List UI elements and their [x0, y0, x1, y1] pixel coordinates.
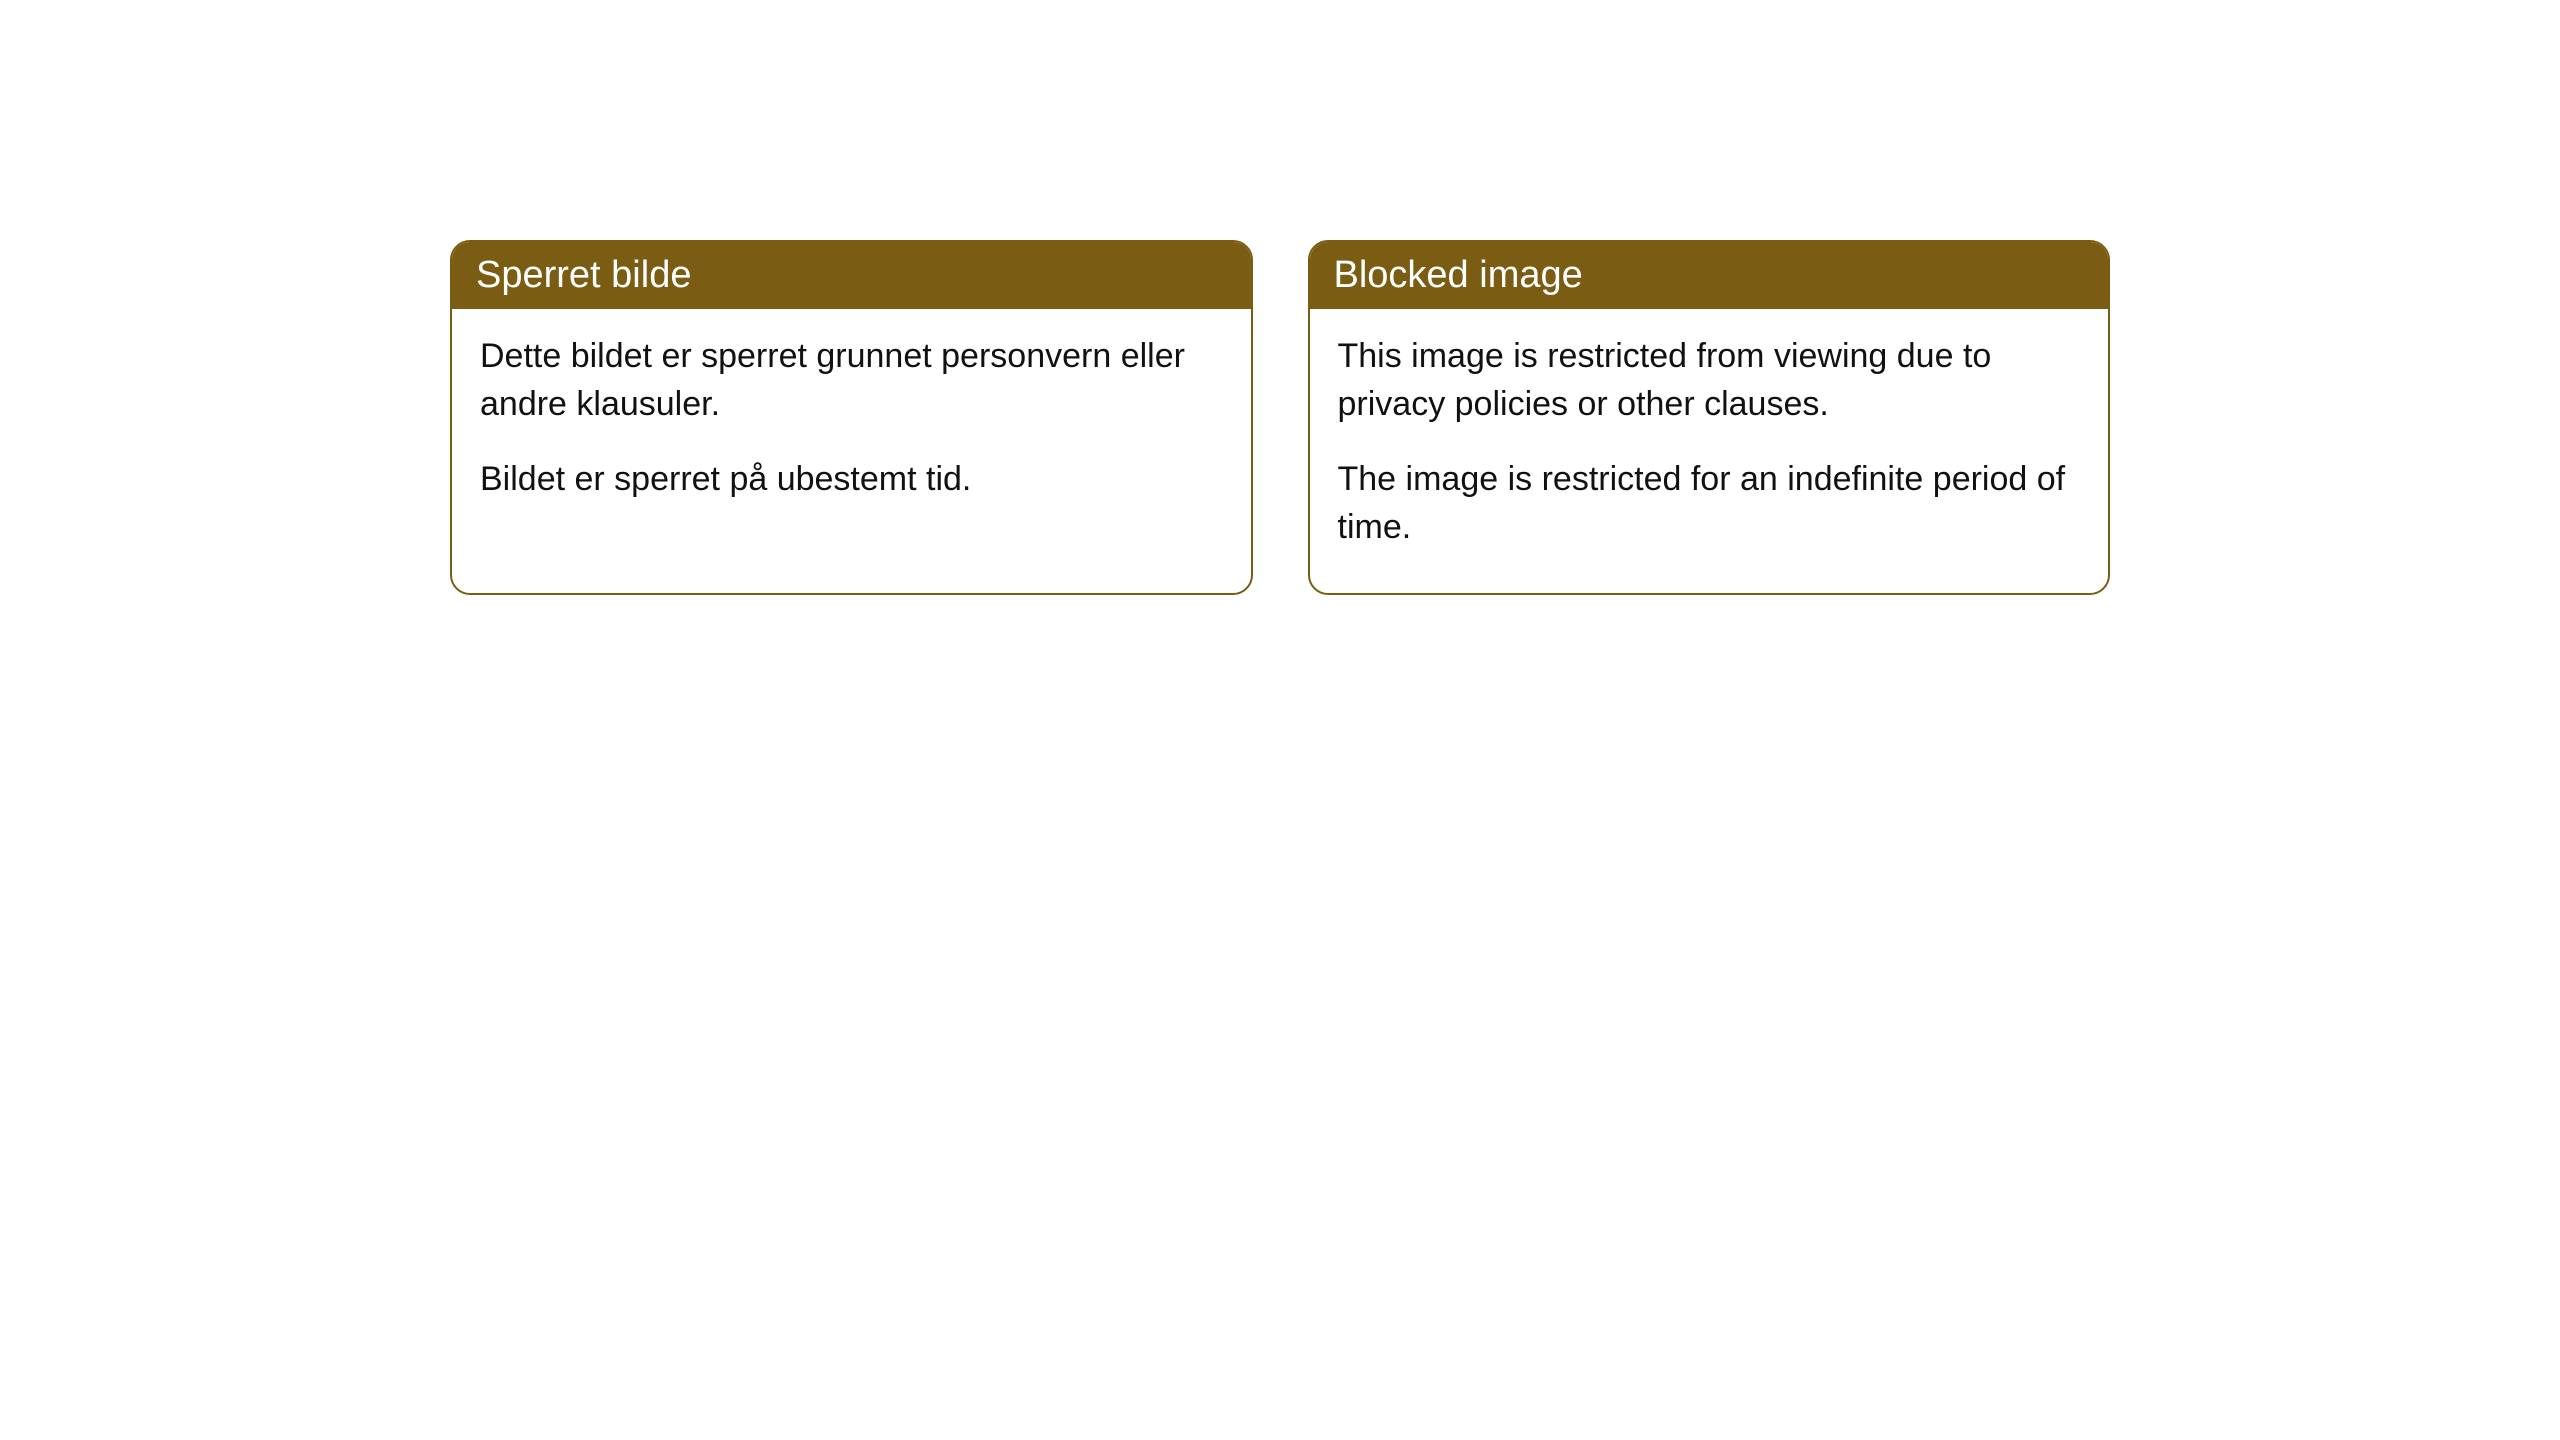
card-paragraph: The image is restricted for an indefinit… [1338, 456, 2081, 551]
card-paragraph: This image is restricted from viewing du… [1338, 333, 2081, 428]
blocked-image-card-english: Blocked image This image is restricted f… [1308, 240, 2111, 595]
card-header: Blocked image [1310, 242, 2109, 309]
card-title: Sperret bilde [476, 254, 691, 296]
card-title: Blocked image [1334, 254, 1583, 296]
blocked-image-cards: Sperret bilde Dette bildet er sperret gr… [450, 240, 2110, 595]
card-header: Sperret bilde [452, 242, 1251, 309]
card-body: Dette bildet er sperret grunnet personve… [452, 309, 1251, 546]
card-paragraph: Bildet er sperret på ubestemt tid. [480, 456, 1223, 504]
blocked-image-card-norwegian: Sperret bilde Dette bildet er sperret gr… [450, 240, 1253, 595]
card-paragraph: Dette bildet er sperret grunnet personve… [480, 333, 1223, 428]
card-body: This image is restricted from viewing du… [1310, 309, 2109, 593]
